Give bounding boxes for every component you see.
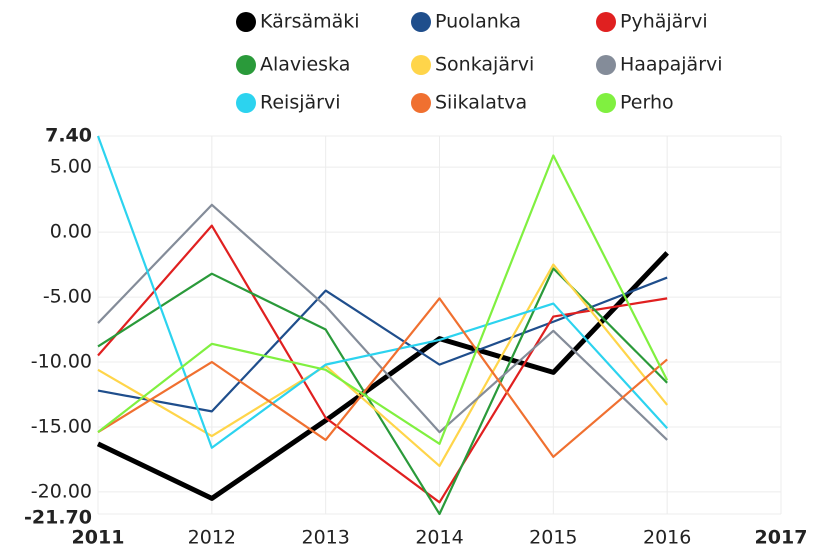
- x-tick-label: 2011: [72, 527, 125, 549]
- x-tick-label: 2013: [301, 527, 349, 549]
- legend-label: Haapajärvi: [620, 54, 723, 76]
- legend-swatch: [236, 93, 256, 113]
- series-line: [97, 224, 668, 504]
- y-tick-label: -5.00: [43, 286, 92, 308]
- x-tick-label: 2017: [755, 527, 808, 549]
- series-line: [96, 135, 668, 449]
- legend-swatch: [596, 93, 616, 113]
- legend-label: Alavieska: [260, 54, 350, 76]
- y-tick-label: 5.00: [50, 156, 92, 178]
- x-tick-label: 2016: [643, 527, 691, 549]
- legend-swatch: [411, 55, 431, 75]
- legend-label: Pyhäjärvi: [620, 11, 708, 33]
- series-line: [97, 297, 668, 458]
- legend-swatch: [596, 55, 616, 75]
- x-tick-label: 2012: [188, 527, 236, 549]
- y-tick-label: -10.00: [31, 351, 92, 373]
- legend-swatch: [236, 12, 256, 32]
- series-line: [97, 263, 669, 468]
- legend-label: Sonkajärvi: [435, 54, 534, 76]
- legend-label: Kärsämäki: [260, 11, 360, 33]
- legend-swatch: [411, 12, 431, 32]
- y-tick-label: 0.00: [50, 221, 92, 243]
- legend-label: Siikalatva: [435, 92, 527, 114]
- series-line: [97, 267, 668, 516]
- x-tick-label: 2014: [415, 527, 463, 549]
- legend-swatch: [236, 55, 256, 75]
- y-tick-label: 7.40: [45, 125, 92, 147]
- series-line: [97, 154, 669, 445]
- legend-label: Puolanka: [435, 11, 521, 33]
- legend-swatch: [596, 12, 616, 32]
- series-line: [96, 251, 669, 501]
- y-tick-label: -21.70: [24, 507, 92, 529]
- x-tick-label: 2015: [529, 527, 577, 549]
- legend-label: Reisjärvi: [260, 92, 340, 114]
- legend-swatch: [411, 93, 431, 113]
- legend-label: Perho: [620, 92, 674, 114]
- y-tick-label: -15.00: [31, 415, 92, 437]
- series-line: [97, 203, 668, 441]
- y-tick-label: -20.00: [31, 480, 92, 502]
